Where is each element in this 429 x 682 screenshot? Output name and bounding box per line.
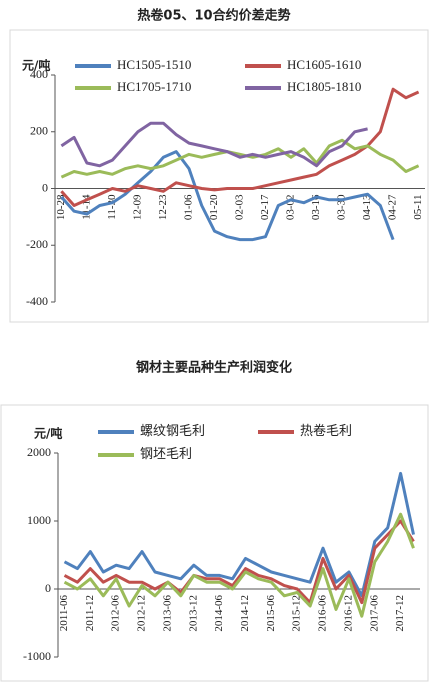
y-tick-label: -200 [26, 237, 48, 251]
x-tick-label: 2013-06 [161, 595, 173, 632]
legend-label: 钢坯毛利 [140, 446, 192, 461]
x-tick-label: 03-02 [285, 195, 297, 221]
legend-label: HC1805-1810 [287, 79, 361, 94]
x-tick-label: 04-27 [387, 194, 399, 220]
x-tick-label: 12-09 [131, 194, 143, 220]
series-line [60, 87, 420, 207]
x-tick-label: 2013-12 [187, 595, 199, 632]
legend-label: HC1505-1510 [117, 57, 191, 72]
y-tick-label: -1000 [23, 649, 51, 663]
series-line [63, 512, 415, 618]
chart-title: 热卷05、10合约价差走势 [137, 8, 290, 24]
series-line [60, 150, 395, 242]
x-tick-label: 02-03 [234, 194, 246, 220]
x-tick-label: 2011-12 [84, 595, 96, 631]
y-tick-label: -400 [26, 294, 48, 308]
y-unit: 元/吨 [22, 58, 50, 73]
series-line [60, 121, 368, 168]
x-tick-label: 12-23 [157, 194, 169, 220]
x-tick-label: 2016-12 [342, 595, 354, 632]
x-tick-label: 11-30 [106, 194, 118, 220]
x-tick-label: 02-17 [259, 194, 271, 220]
x-tick-label: 2012-12 [136, 595, 148, 632]
legend-label: 热卷毛利 [300, 423, 352, 438]
x-tick-label: 2012-06 [110, 595, 122, 632]
x-tick-label: 2015-06 [265, 595, 277, 632]
x-tick-label: 2015-12 [291, 595, 303, 632]
x-tick-label: 2017-06 [368, 595, 380, 632]
y-tick-label: 0 [45, 581, 51, 595]
y-tick-label: 0 [42, 180, 48, 194]
x-tick-label: 2014-06 [213, 595, 225, 632]
chart-title: 钢材主要品种生产利润变化 [136, 360, 292, 376]
series-line [63, 519, 415, 605]
y-tick-label: 200 [30, 124, 48, 138]
chart-frame [9, 29, 429, 323]
x-tick-label: 05-11 [412, 195, 424, 220]
legend-label: HC1705-1710 [117, 79, 191, 94]
series-line [63, 471, 415, 598]
y-unit: 元/吨 [34, 426, 62, 441]
legend-label: 螺纹钢毛利 [140, 423, 205, 438]
legend-label: HC1605-1610 [287, 57, 361, 72]
x-tick-label: 01-06 [182, 194, 194, 220]
x-tick-label: 2014-12 [239, 595, 251, 632]
x-tick-label: 01-20 [208, 194, 220, 220]
y-tick-label: 400 [30, 67, 48, 81]
y-tick-label: 2000 [27, 445, 51, 459]
x-tick-label: 2016-06 [317, 595, 329, 632]
x-tick-label: 03-16 [310, 194, 322, 220]
y-tick-label: 1000 [27, 513, 51, 527]
x-tick-label: 04-13 [361, 194, 373, 220]
x-tick-label: 2011-06 [58, 595, 70, 632]
chart-frame [0, 404, 429, 682]
series-line [60, 138, 420, 179]
x-tick-label: 2017-12 [394, 595, 406, 632]
